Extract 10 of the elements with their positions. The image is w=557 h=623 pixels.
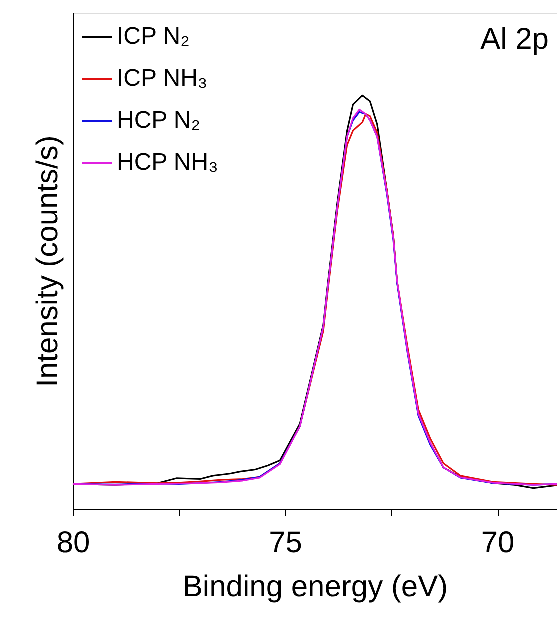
- x-tick-label: 75: [269, 526, 302, 560]
- legend-label: HCP NH₃: [117, 149, 218, 176]
- legend-label: HCP N₂: [117, 107, 201, 134]
- y-axis-title: Intensity (counts/s): [32, 136, 64, 388]
- legend-label: ICP N₂: [117, 23, 190, 50]
- x-tick-label: 70: [481, 526, 515, 560]
- x-tick-label: 80: [56, 526, 90, 560]
- legend-label: ICP NH₃: [117, 65, 208, 92]
- chart-title: Al 2p: [480, 23, 549, 56]
- x-axis-title: Binding energy (eV): [182, 570, 448, 604]
